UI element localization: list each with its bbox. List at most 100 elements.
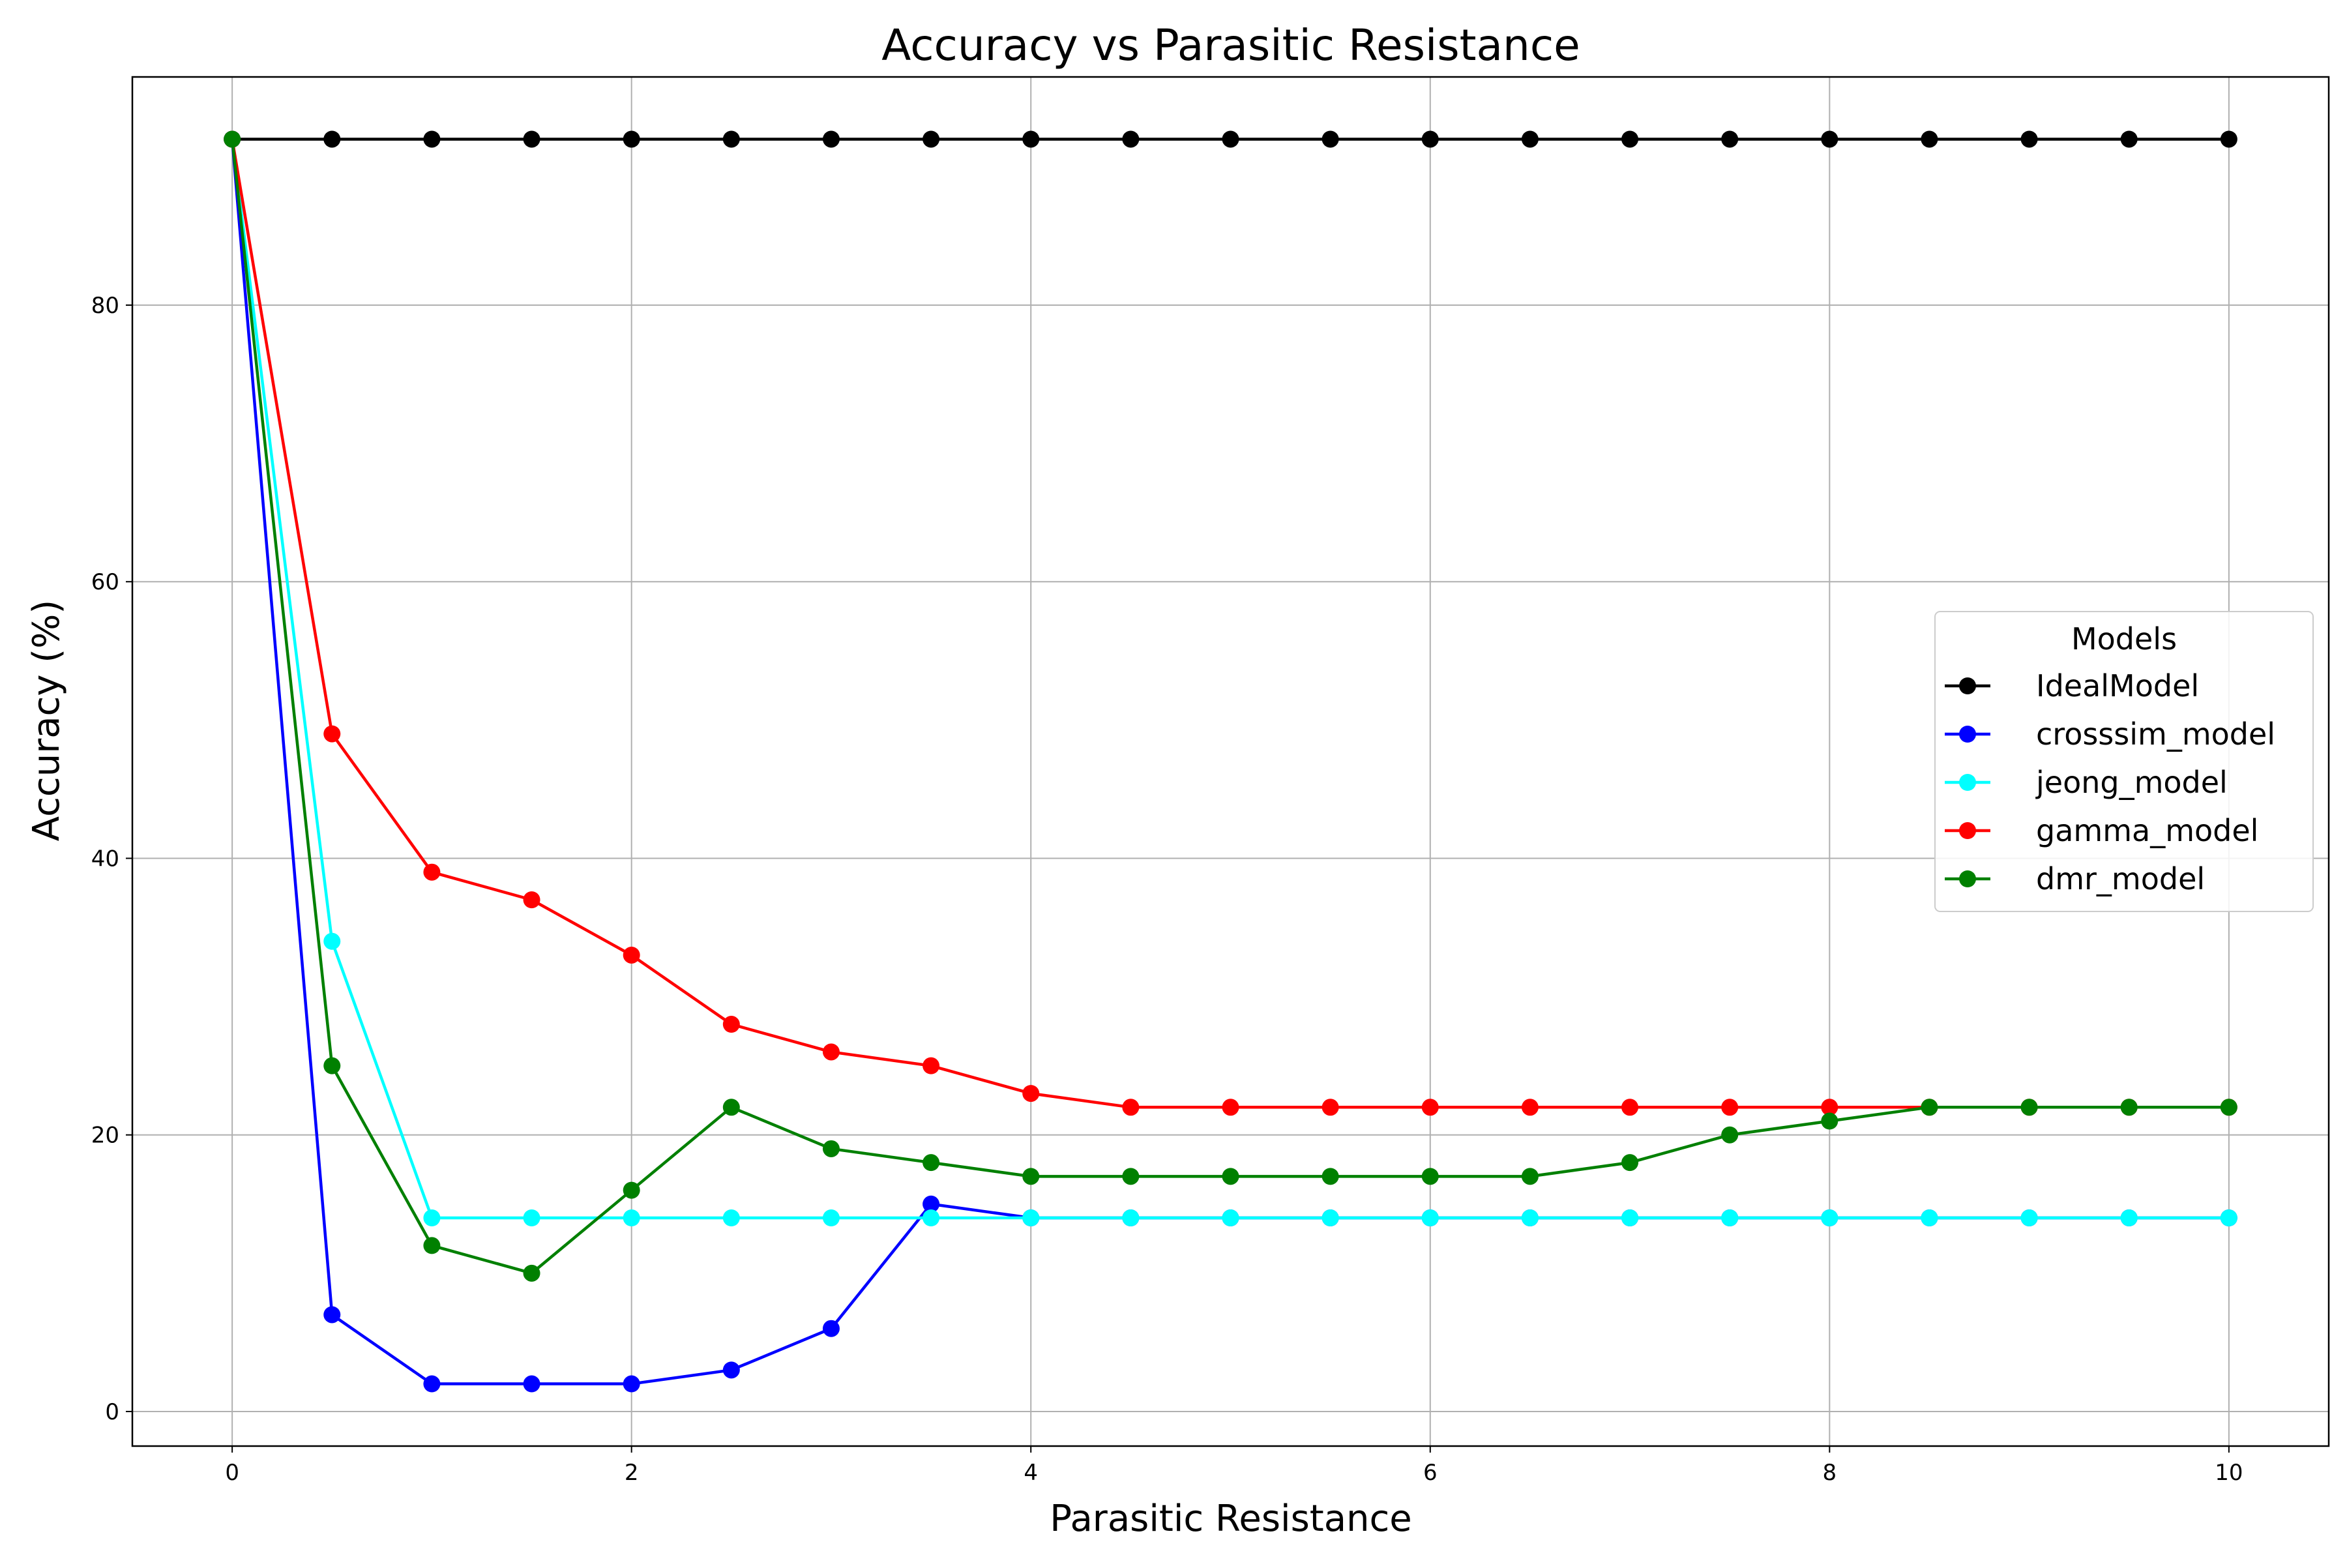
series-dmr_model (224, 130, 2237, 1282)
legend-label: crosssim_model (2036, 717, 2275, 752)
data-point (722, 1016, 740, 1033)
data-point (2120, 1209, 2138, 1226)
data-point (1222, 130, 1239, 148)
data-point (722, 1209, 740, 1226)
x-tick-label: 0 (225, 1460, 239, 1486)
data-point (1821, 1209, 1838, 1226)
data-point (623, 130, 640, 148)
data-point (923, 1209, 940, 1226)
data-point (1122, 1099, 1140, 1116)
data-point (1022, 1209, 1040, 1226)
x-tick-label: 10 (2215, 1460, 2243, 1486)
data-point (1821, 1099, 1838, 1116)
data-point (224, 130, 241, 148)
data-point (323, 725, 341, 743)
data-point (1222, 1099, 1239, 1116)
legend-label: IdealModel (2036, 668, 2199, 703)
data-point (722, 1361, 740, 1379)
data-point (1721, 130, 1739, 148)
data-point (423, 1375, 441, 1393)
data-point (623, 1209, 640, 1226)
data-point (523, 1209, 540, 1226)
legend-label: jeong_model (2035, 765, 2228, 800)
data-point (1921, 1099, 1938, 1116)
data-point (2020, 130, 2038, 148)
y-axis-ticks: 0 20 40 60 80 (91, 293, 132, 1425)
data-point (2120, 1099, 2138, 1116)
legend-swatch-marker (1959, 774, 1976, 791)
data-point (2220, 130, 2237, 148)
data-point (523, 1375, 540, 1393)
legend-entry: jeong_model (1945, 765, 2228, 800)
x-tick-label: 4 (1024, 1460, 1038, 1486)
data-point (423, 863, 441, 881)
data-point (1321, 1099, 1339, 1116)
legend-title: Models (2071, 621, 2177, 657)
legend-swatch-marker (1959, 677, 1976, 694)
data-point (323, 1057, 341, 1074)
data-point (2020, 1099, 2038, 1116)
data-point (1721, 1209, 1739, 1226)
data-point (822, 1209, 840, 1226)
y-tick-label: 80 (91, 293, 119, 319)
x-axis-ticks: 0 2 4 6 8 10 (225, 1446, 2243, 1486)
series-layer (224, 130, 2237, 1393)
data-point (1421, 1209, 1439, 1226)
data-point (1321, 1209, 1339, 1226)
data-point (423, 1209, 441, 1226)
plot-frame (131, 76, 2330, 1447)
data-point (923, 1154, 940, 1172)
data-point (1521, 1209, 1539, 1226)
legend-swatch-marker (1959, 726, 1976, 743)
data-point (2220, 1099, 2237, 1116)
data-point (623, 1375, 640, 1393)
data-point (1222, 1209, 1239, 1226)
data-point (323, 1306, 341, 1324)
y-tick-label: 60 (91, 569, 119, 595)
x-axis-label: Parasitic Resistance (1050, 1498, 1412, 1540)
x-tick-label: 8 (1822, 1460, 1837, 1486)
data-point (822, 1140, 840, 1157)
data-point (923, 130, 940, 148)
x-tick-label: 6 (1423, 1460, 1438, 1486)
data-point (722, 1099, 740, 1116)
data-point (1421, 1099, 1439, 1116)
data-point (1921, 1209, 1938, 1226)
data-point (1321, 130, 1339, 148)
data-point (1222, 1168, 1239, 1185)
data-point (1621, 1154, 1639, 1172)
legend-entry: IdealModel (1945, 668, 2199, 703)
legend-label: dmr_model (2036, 861, 2205, 896)
data-point (323, 130, 341, 148)
data-point (923, 1057, 940, 1074)
data-point (1621, 130, 1639, 148)
data-point (1521, 1168, 1539, 1185)
y-axis-label: Accuracy (%) (25, 600, 68, 841)
data-point (423, 130, 441, 148)
series-IdealModel (224, 130, 2237, 148)
data-point (923, 1195, 940, 1213)
data-point (1821, 130, 1838, 148)
data-point (1122, 1168, 1140, 1185)
data-point (1321, 1168, 1339, 1185)
x-tick-label: 2 (625, 1460, 639, 1486)
data-point (822, 1043, 840, 1061)
data-point (2220, 1209, 2237, 1226)
legend-label: gamma_model (2036, 813, 2258, 848)
data-point (1421, 130, 1439, 148)
data-point (1721, 1099, 1739, 1116)
data-point (1821, 1112, 1838, 1130)
data-point (1022, 130, 1040, 148)
y-tick-label: 0 (105, 1399, 119, 1425)
legend: Models IdealModel crosssim_model jeong_mod… (1934, 611, 2314, 912)
y-tick-label: 40 (91, 846, 119, 872)
data-point (623, 946, 640, 964)
data-point (1022, 1085, 1040, 1102)
legend-entry: gamma_model (1945, 813, 2258, 848)
grid (132, 77, 2329, 1446)
data-point (1621, 1099, 1639, 1116)
data-point (523, 891, 540, 909)
data-point (623, 1181, 640, 1199)
